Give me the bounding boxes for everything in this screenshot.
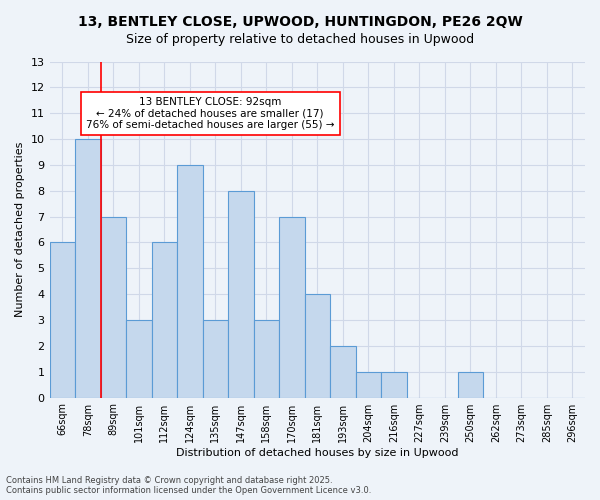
- Bar: [177, 165, 203, 398]
- Y-axis label: Number of detached properties: Number of detached properties: [15, 142, 25, 317]
- Bar: [203, 320, 228, 398]
- Bar: [228, 191, 254, 398]
- Bar: [50, 242, 75, 398]
- Bar: [305, 294, 330, 398]
- Bar: [381, 372, 407, 398]
- Bar: [126, 320, 152, 398]
- Text: Contains HM Land Registry data © Crown copyright and database right 2025.
Contai: Contains HM Land Registry data © Crown c…: [6, 476, 371, 495]
- Bar: [152, 242, 177, 398]
- Bar: [279, 216, 305, 398]
- Text: 13 BENTLEY CLOSE: 92sqm
← 24% of detached houses are smaller (17)
76% of semi-de: 13 BENTLEY CLOSE: 92sqm ← 24% of detache…: [86, 97, 334, 130]
- Bar: [356, 372, 381, 398]
- X-axis label: Distribution of detached houses by size in Upwood: Distribution of detached houses by size …: [176, 448, 458, 458]
- Bar: [75, 139, 101, 398]
- Bar: [254, 320, 279, 398]
- Bar: [330, 346, 356, 398]
- Bar: [458, 372, 483, 398]
- Text: Size of property relative to detached houses in Upwood: Size of property relative to detached ho…: [126, 32, 474, 46]
- Bar: [101, 216, 126, 398]
- Text: 13, BENTLEY CLOSE, UPWOOD, HUNTINGDON, PE26 2QW: 13, BENTLEY CLOSE, UPWOOD, HUNTINGDON, P…: [77, 15, 523, 29]
